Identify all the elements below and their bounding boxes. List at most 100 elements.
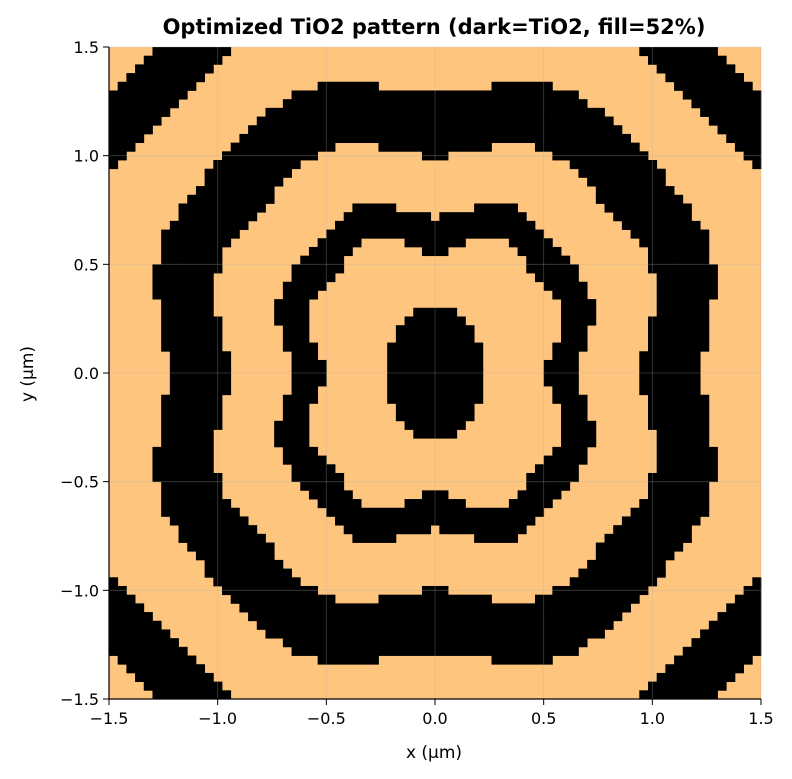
tio2-cell — [187, 73, 197, 83]
tio2-cell — [369, 229, 379, 239]
tio2-cell — [213, 316, 223, 326]
tio2-cell — [639, 229, 649, 239]
tio2-cell — [239, 551, 249, 561]
tio2-cell — [647, 238, 658, 248]
tio2-cell — [187, 264, 197, 274]
tio2-cell — [387, 99, 397, 109]
tio2-cell — [752, 160, 762, 170]
tio2-cell — [621, 533, 631, 543]
tio2-cell — [187, 429, 197, 439]
tio2-cell — [726, 612, 736, 622]
tio2-cell — [587, 316, 597, 326]
tio2-cell — [204, 446, 214, 456]
tio2-cell — [300, 629, 310, 639]
tio2-cell — [656, 64, 666, 74]
tio2-cell — [526, 481, 536, 491]
tio2-cell — [656, 194, 666, 204]
tio2-cell — [430, 603, 440, 613]
tio2-cell — [361, 229, 371, 239]
tio2-cell — [282, 594, 292, 604]
tio2-cell — [665, 273, 675, 283]
tio2-cell — [700, 99, 710, 109]
tio2-cell — [152, 446, 162, 456]
tio2-cell — [404, 142, 414, 152]
tio2-cell — [569, 273, 579, 283]
tio2-cell — [239, 220, 249, 230]
tio2-cell — [752, 646, 762, 656]
tio2-cell — [474, 368, 484, 378]
tio2-cell — [639, 351, 649, 361]
tio2-cell — [335, 507, 345, 517]
tio2-cell — [178, 255, 188, 265]
tio2-cell — [752, 107, 762, 117]
tio2-cell — [552, 446, 562, 456]
tio2-cell — [613, 168, 623, 178]
tio2-cell — [135, 629, 145, 639]
tio2-cell — [335, 655, 345, 665]
tio2-cell — [308, 255, 319, 265]
tio2-cell — [248, 568, 258, 578]
tio2-cell — [152, 464, 162, 474]
tio2-cell — [639, 690, 649, 700]
chart-title: Optimized TiO2 pattern (dark=TiO2, fill=… — [163, 15, 706, 39]
tio2-cell — [465, 394, 475, 404]
tio2-cell — [291, 307, 301, 317]
tio2-cell — [195, 368, 206, 378]
tio2-cell — [291, 160, 301, 170]
tio2-cell — [517, 220, 527, 230]
tio2-cell — [534, 81, 545, 91]
tio2-cell — [135, 638, 145, 648]
tio2-cell — [561, 386, 571, 396]
tio2-cell — [656, 412, 666, 422]
tio2-cell — [474, 377, 484, 387]
tio2-cell — [308, 612, 319, 622]
tio2-cell — [682, 516, 692, 526]
tio2-cell — [647, 525, 658, 535]
tio2-cell — [682, 394, 692, 404]
tio2-cell — [691, 499, 701, 509]
tio2-cell — [674, 255, 684, 265]
tio2-cell — [239, 212, 249, 222]
tio2-cell — [708, 81, 718, 91]
tio2-cell — [578, 333, 588, 343]
tio2-cell — [204, 64, 214, 74]
tio2-cell — [291, 638, 301, 648]
tio2-cell — [117, 594, 127, 604]
tio2-cell — [248, 212, 258, 222]
tio2-cell — [430, 316, 440, 326]
tio2-cell — [482, 629, 492, 639]
tio2-cell — [743, 81, 753, 91]
tio2-cell — [430, 507, 440, 517]
tio2-cell — [300, 351, 310, 361]
tio2-cell — [534, 273, 545, 283]
tio2-cell — [734, 655, 745, 665]
tio2-cell — [178, 90, 188, 100]
tio2-cell — [178, 264, 188, 274]
tio2-cell — [395, 612, 405, 622]
tio2-cell — [569, 160, 579, 170]
tio2-cell — [561, 307, 571, 317]
tio2-cell — [682, 299, 692, 309]
tio2-cell — [248, 177, 258, 187]
tio2-cell — [204, 559, 214, 569]
tio2-cell — [543, 246, 553, 257]
tio2-cell — [691, 377, 701, 387]
tio2-cell — [135, 612, 145, 622]
tio2-cell — [700, 629, 710, 639]
tio2-cell — [213, 412, 223, 422]
tio2-cell — [230, 203, 240, 213]
tio2-cell — [665, 533, 675, 543]
tio2-cell — [700, 472, 710, 483]
tio2-cell — [430, 107, 440, 117]
tio2-cell — [248, 203, 258, 213]
tio2-cell — [169, 386, 179, 396]
tio2-cell — [682, 368, 692, 378]
tio2-cell — [404, 412, 414, 422]
tio2-cell — [456, 359, 466, 370]
tio2-cell — [743, 646, 753, 656]
tio2-cell — [674, 499, 684, 509]
tio2-cell — [734, 99, 745, 109]
tio2-cell — [647, 533, 658, 543]
tio2-cell — [169, 55, 179, 65]
tio2-cell — [317, 238, 327, 248]
